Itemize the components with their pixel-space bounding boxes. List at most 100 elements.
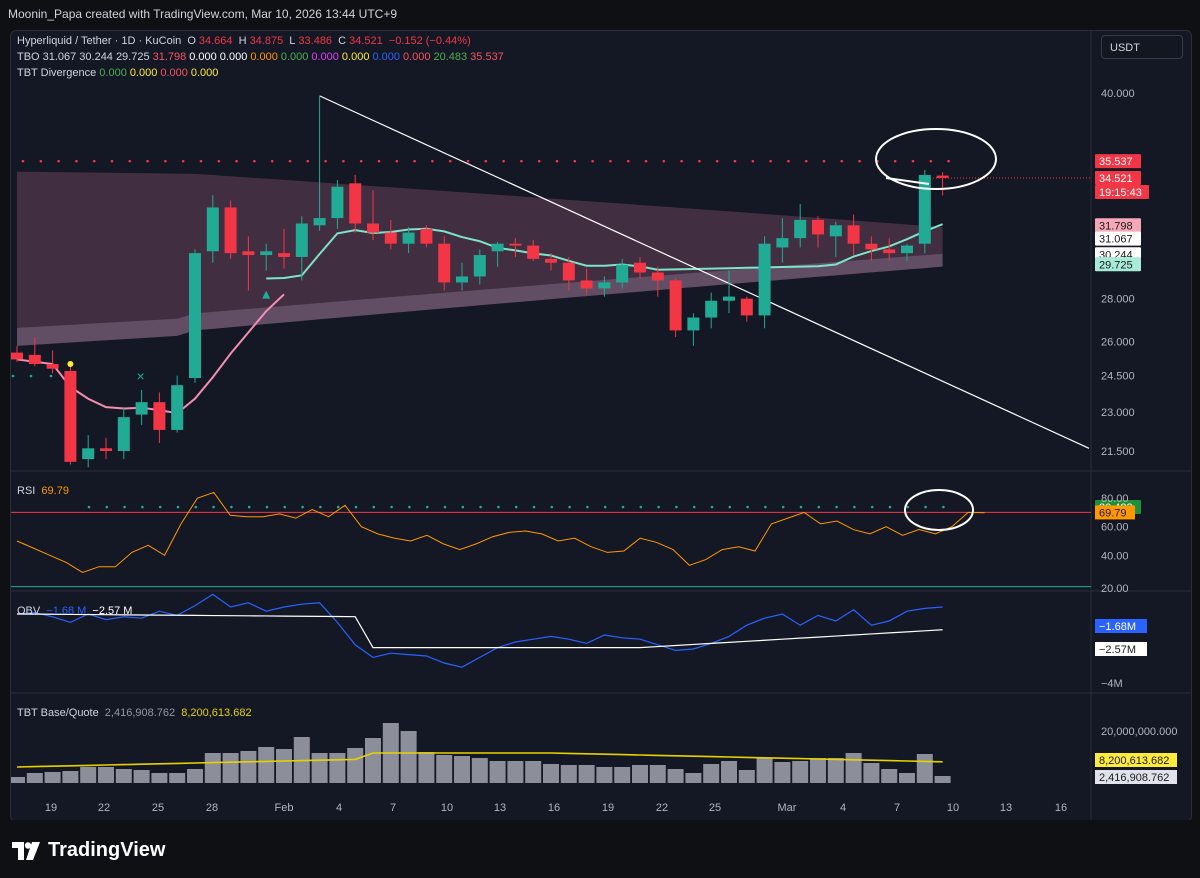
candle-body [420,228,433,244]
price-label-bg [1095,184,1149,199]
obv-label: OBV [17,605,41,617]
tbo-value: 0.000 [372,51,400,63]
resistance-dot [181,159,185,163]
candle-body [135,402,148,415]
support-dot [514,505,518,509]
resistance-dot [733,159,737,163]
candle-body [634,262,646,273]
obv-value: −1.68 M [46,605,87,617]
header-bar: Moonin_Papa created with TradingView.com… [0,0,1200,30]
volume-bar [632,765,648,783]
support-dot [461,505,465,509]
rsi-axis-tick: 60.00 [1101,522,1129,534]
legend-open: 34.664 [198,35,233,47]
candle-body [829,225,842,237]
resistance-dot [680,159,683,163]
tbt-divergence-value: 0.000 [190,67,219,79]
chart-svg[interactable]: 40.00028.00026.00024.50023.00021.500×35.… [11,31,1191,821]
volume-bar [614,767,631,783]
legend-h-label: H [238,35,247,47]
tbo-value: 30.244 [79,51,113,63]
volume-bar [276,749,292,783]
support-dot [835,505,838,509]
candle-body [901,245,913,254]
price-label: 29.725 [1099,259,1133,271]
volume-bar [151,773,168,783]
volume-bar [311,753,328,783]
volume-bar [667,769,684,783]
tbt-bq-quote: 8,200,613.682 [181,707,252,719]
resistance-dot [751,159,755,163]
tbo-value: 20.483 [433,51,468,63]
resistance-dot [57,159,60,163]
rsi-axis-tick: 80.00 [1101,493,1129,505]
rsi-label: RSI [17,485,36,497]
price-label-bg [1095,154,1141,169]
resistance-dot [537,159,541,163]
volume-bar [881,769,898,783]
resistance-dot [306,159,310,163]
tbt-divergence-label: TBT Divergence [17,67,97,79]
volume-bar [365,738,381,783]
volume-bar [863,763,880,783]
tbt-bq-label: TBT Base/Quote [17,707,99,719]
candle-body [278,253,290,257]
volume-bar [222,753,239,783]
currency-selector[interactable]: USDT [1101,35,1183,59]
candle-body [295,223,308,257]
time-axis-label: 13 [1000,802,1012,814]
price-axis-tick: 21.500 [1101,446,1135,458]
time-axis-label: 10 [947,802,959,814]
tbo-label: TBO [17,51,40,63]
candle-body [11,352,23,360]
resistance-dot [698,159,701,163]
resistance-dot [413,159,416,163]
time-axis-label: 19 [45,802,57,814]
candle-body [651,272,664,281]
time-axis-label: 13 [494,802,506,814]
volume-bar [187,769,203,783]
support-dot [212,505,215,509]
candle-body [758,243,771,316]
obv-label-1: −1.68M [1099,621,1136,633]
candle-body [794,219,807,239]
tbo-value: 0.000 [219,51,248,63]
resistance-dot [342,159,345,163]
support-dot [781,505,785,509]
resistance-dot [626,159,630,163]
support-dot [194,505,198,509]
volume-bar [685,773,702,783]
support-dot [870,505,874,509]
volume-bar [845,753,862,783]
annotation-stroke [885,177,930,185]
time-axis-label: 7 [894,802,900,814]
legend-low: 33.486 [298,35,333,47]
tbo-value: 0.000 [189,51,217,63]
legend-change: −0.152 (−0.44%) [388,35,471,47]
rsi-legend: RSI 69.79 [17,485,72,497]
support-dot [764,505,767,509]
candle-body [562,262,575,281]
support-dot [425,505,429,509]
tbo-value: 0.000 [402,51,431,63]
volume-bar [400,731,417,783]
support-dot [301,505,304,509]
rsi-label-bg [1095,505,1135,520]
volume-bar [543,764,559,783]
tradingview-logo[interactable]: TradingView [12,839,165,862]
tbt-divergence-legend: TBT Divergence 0.000 0.000 0.000 0.000 [17,67,221,79]
support-dot [283,505,287,509]
chart-panel[interactable]: 40.000 28.000 26.000 24.500 23.000 21.500 × 35.… [10,30,1192,822]
candle-body [242,251,255,256]
time-axis-label: 25 [152,802,164,814]
candle-body [669,280,682,331]
volume-bar [62,771,79,783]
resistance-dot [911,159,915,163]
tbt-bq-base: 2,416,908.762 [104,707,176,719]
resistance-dot [253,159,256,163]
time-axis-label: 22 [98,802,110,814]
volume-bar [899,773,915,783]
volume-bar [471,758,488,783]
resistance-dot [769,159,772,163]
price-axis-tick: 23.000 [1101,407,1135,419]
